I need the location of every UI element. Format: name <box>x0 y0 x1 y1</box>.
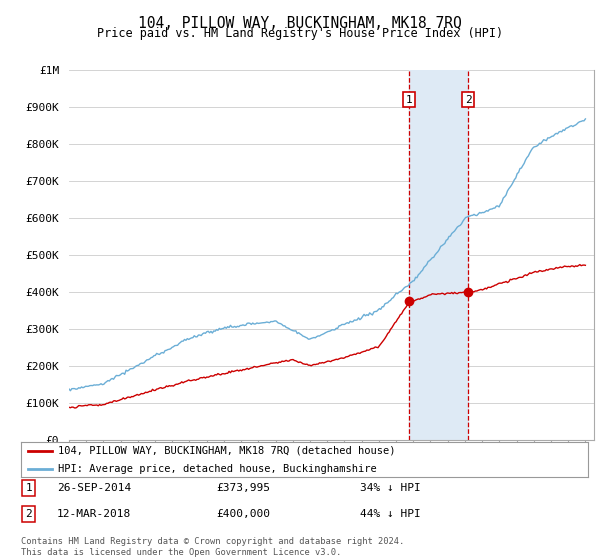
Text: £400,000: £400,000 <box>216 509 270 519</box>
Text: HPI: Average price, detached house, Buckinghamshire: HPI: Average price, detached house, Buck… <box>58 464 377 474</box>
Text: 12-MAR-2018: 12-MAR-2018 <box>57 509 131 519</box>
Text: 1: 1 <box>25 483 32 493</box>
Bar <box>409 70 469 440</box>
Text: Price paid vs. HM Land Registry's House Price Index (HPI): Price paid vs. HM Land Registry's House … <box>97 27 503 40</box>
Text: 34% ↓ HPI: 34% ↓ HPI <box>360 483 421 493</box>
Text: 104, PILLOW WAY, BUCKINGHAM, MK18 7RQ: 104, PILLOW WAY, BUCKINGHAM, MK18 7RQ <box>138 16 462 31</box>
Text: 26-SEP-2014: 26-SEP-2014 <box>57 483 131 493</box>
Text: 44% ↓ HPI: 44% ↓ HPI <box>360 509 421 519</box>
Text: 2: 2 <box>25 509 32 519</box>
Text: 1: 1 <box>406 95 412 105</box>
Text: 2: 2 <box>465 95 472 105</box>
Text: £373,995: £373,995 <box>216 483 270 493</box>
Text: 104, PILLOW WAY, BUCKINGHAM, MK18 7RQ (detached house): 104, PILLOW WAY, BUCKINGHAM, MK18 7RQ (d… <box>58 446 395 456</box>
Text: Contains HM Land Registry data © Crown copyright and database right 2024.
This d: Contains HM Land Registry data © Crown c… <box>21 537 404 557</box>
